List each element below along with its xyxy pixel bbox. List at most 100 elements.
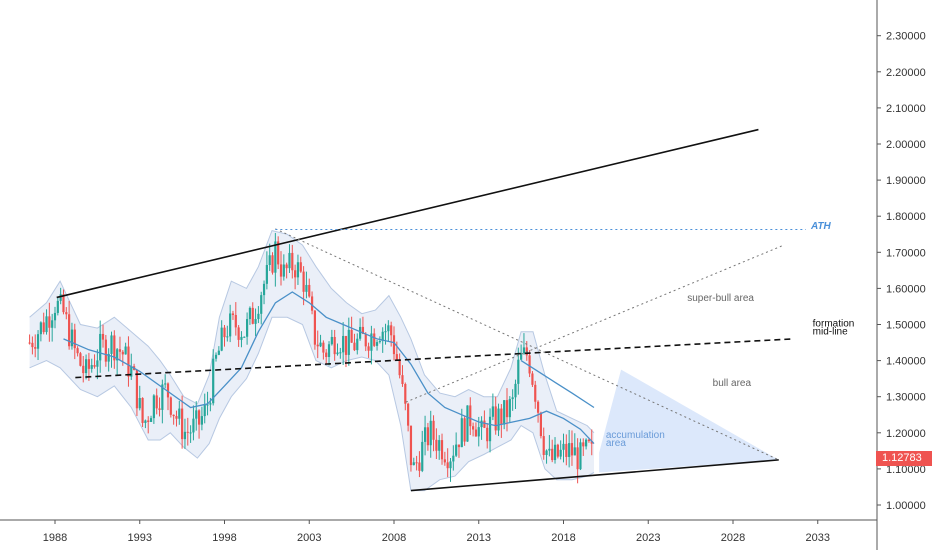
candle-down: [169, 397, 172, 415]
candle-down: [277, 241, 280, 265]
candle-down: [186, 431, 189, 433]
y-tick-label: 1.00000: [886, 500, 926, 512]
bollinger-band: [29, 230, 595, 492]
candle-up: [347, 329, 350, 355]
candle-down: [73, 329, 76, 349]
candle-down: [432, 420, 435, 440]
candle-up: [579, 442, 582, 470]
candle-down: [65, 312, 68, 315]
candle-up: [378, 341, 381, 343]
candle-up: [39, 322, 42, 335]
candle-down: [539, 412, 542, 437]
candle-down: [113, 335, 116, 361]
candle-up: [124, 346, 127, 355]
band-fill: [29, 230, 595, 491]
candle-up: [339, 352, 342, 354]
descending-resistance-line: [275, 228, 779, 461]
candle-up: [59, 294, 62, 301]
candle-down: [104, 339, 107, 362]
x-tick-label: 2028: [721, 532, 745, 544]
candle-down: [570, 443, 574, 456]
candle-up: [491, 406, 494, 417]
candle-down: [395, 354, 398, 360]
candle-up: [254, 319, 257, 324]
candle-up: [455, 444, 458, 456]
candle-down: [576, 447, 579, 470]
candle-down: [361, 326, 365, 334]
annotation-label: mid-line: [813, 327, 848, 338]
candle-down: [42, 322, 45, 333]
candle-up: [503, 400, 506, 425]
candle-down: [68, 314, 71, 347]
candle-down: [271, 255, 274, 273]
candle-down: [407, 403, 410, 426]
candle-down: [443, 459, 446, 463]
candle-down: [322, 342, 325, 353]
candle-up: [305, 284, 308, 292]
band-lower-line: [29, 316, 595, 492]
candle-up: [423, 427, 427, 442]
candle-up: [107, 353, 110, 362]
x-tick-label: 2033: [806, 532, 830, 544]
candle-down: [392, 335, 396, 355]
candle-down: [158, 408, 161, 410]
candle-down: [333, 336, 336, 355]
candle-up: [553, 444, 557, 461]
candle-down: [101, 333, 105, 340]
candle-down: [141, 397, 144, 423]
annotation-label: super-bull area: [687, 293, 754, 304]
candle-up: [262, 283, 266, 296]
lower-support-line: [410, 459, 779, 492]
candle-up: [90, 365, 93, 369]
candle-up: [296, 262, 300, 278]
candle-up: [195, 410, 198, 419]
y-tick-label: 2.30000: [886, 31, 926, 43]
candle-down: [62, 294, 65, 313]
candle-down: [534, 384, 537, 402]
accumulation-zone: [599, 369, 779, 473]
candle-down: [500, 408, 503, 425]
candle-down: [31, 342, 34, 348]
candle-down: [528, 355, 531, 374]
candle-up: [96, 360, 99, 367]
candle-up: [240, 336, 243, 340]
candle-up: [497, 408, 500, 431]
moving-average: [63, 291, 595, 445]
candle-down: [79, 353, 82, 366]
candle-up: [248, 307, 252, 320]
candle-down: [118, 349, 122, 352]
candle-up: [53, 312, 57, 321]
x-tick-label: 1993: [128, 532, 152, 544]
candle-down: [364, 333, 367, 347]
annotation-label: area: [606, 438, 626, 449]
band-upper-line: [29, 230, 595, 434]
candle-down: [147, 420, 150, 422]
candle-up: [370, 333, 373, 351]
candle-up: [110, 335, 113, 354]
candle-up: [51, 320, 54, 328]
candle-up: [545, 450, 548, 455]
candle-down: [486, 427, 489, 442]
candle-up: [212, 358, 215, 404]
candle-down: [234, 314, 237, 328]
candle-up: [288, 252, 291, 269]
candle-down: [587, 439, 591, 442]
annotation-label: formation: [813, 318, 855, 329]
candle-up: [319, 342, 322, 347]
y-tick-label: 1.90000: [886, 175, 926, 187]
candle-up: [178, 408, 181, 419]
candle-down: [316, 344, 319, 347]
candle-up: [568, 443, 571, 457]
candle-up: [116, 349, 119, 361]
candle-up: [548, 448, 551, 451]
candle-up: [246, 319, 249, 337]
candle-down: [556, 444, 559, 457]
candle-up: [265, 265, 268, 284]
candle-down: [483, 420, 486, 428]
candle-down: [197, 410, 201, 425]
formation-mid-line-line: [75, 338, 793, 379]
candle-up: [488, 416, 492, 442]
candle-down: [302, 271, 305, 292]
